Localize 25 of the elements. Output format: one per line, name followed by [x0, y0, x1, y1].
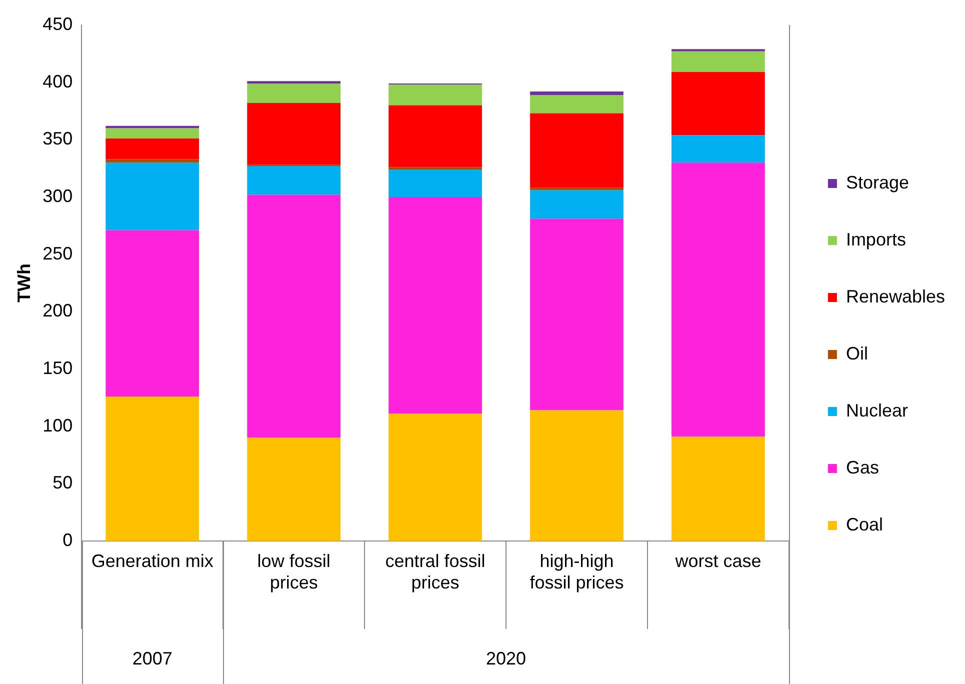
- y-tick-label: 350: [42, 128, 73, 149]
- legend-label: Gas: [846, 457, 879, 478]
- legend-label: Imports: [846, 229, 906, 250]
- y-tick-label: 300: [42, 186, 73, 206]
- y-tick-label: 100: [42, 415, 73, 436]
- x-tick-label: central fossil prices: [385, 550, 486, 592]
- x-tick-label: low fossil prices: [257, 550, 330, 592]
- y-tick-label: 400: [42, 71, 73, 92]
- text: 2020: [486, 648, 526, 668]
- text: 2007: [132, 648, 172, 668]
- legend-label: Nuclear: [846, 400, 908, 420]
- y-tick-label: 450: [42, 14, 73, 34]
- y-axis-title: TWh: [14, 264, 34, 302]
- legend-label: Oil: [846, 343, 868, 364]
- x-tick-label: high-high fossil prices: [530, 550, 624, 592]
- legend-label: Coal: [846, 514, 883, 534]
- y-tick-label: 0: [62, 530, 73, 550]
- y-tick-label: 50: [52, 472, 73, 493]
- y-tick-label: 250: [42, 243, 73, 264]
- x-tick-label: Generation mix: [91, 550, 214, 571]
- legend-label: Storage: [846, 172, 909, 192]
- legend-label: Renewables: [846, 286, 945, 306]
- y-tick-label: 200: [42, 300, 73, 321]
- y-tick-label: 150: [42, 358, 73, 378]
- x-tick-label: worst case: [674, 550, 762, 571]
